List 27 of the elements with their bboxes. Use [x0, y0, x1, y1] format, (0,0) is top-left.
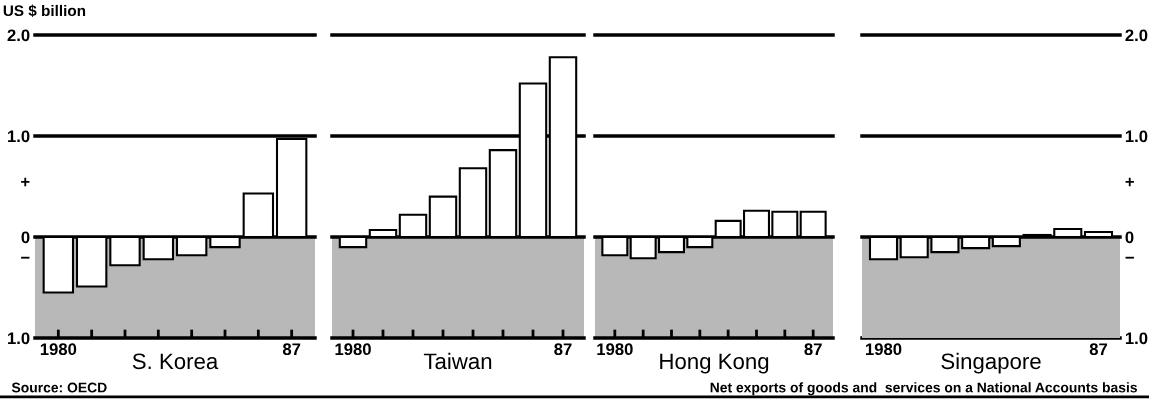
y2-tick-label: −: [1125, 256, 1134, 259]
text: Net exports of goods and services on a National Accounts basis: [710, 382, 1137, 396]
x-tick-label: 87: [282, 343, 301, 356]
x-axis-title: Taiwan: [423, 352, 492, 370]
x-axis-title: Hong Kong: [660, 353, 769, 374]
x-tick-label: 87: [554, 343, 572, 356]
y2-tick-label: 1.0: [1125, 332, 1148, 345]
y-tick-label: 0: [21, 231, 30, 244]
x-tick-label: 1980: [866, 343, 902, 356]
x-tick-label: 87: [1089, 343, 1108, 356]
y2-tick-label: 0: [1125, 231, 1134, 244]
y-tick-label: +: [21, 177, 30, 187]
x-tick-label: 1980: [597, 343, 633, 356]
y-tick-label: −: [21, 256, 30, 259]
y-tick-label: 1.0: [8, 130, 30, 143]
y-tick-label: 1.0: [8, 332, 30, 345]
x-axis-title: S. Korea: [132, 353, 219, 370]
y2-tick-label: 1.0: [1125, 130, 1148, 143]
x-axis-title: Singapore: [941, 352, 1041, 374]
y-tick-label: 2.0: [7, 29, 30, 42]
x-tick-label: 1980: [335, 343, 371, 356]
x-tick-label: 87: [804, 343, 822, 356]
x-tick-label: 1980: [40, 343, 77, 356]
y2-tick-label: 2.0: [1125, 29, 1148, 42]
source-note: Source: OECD: [11, 382, 107, 393]
y-axis-title: US $ billion: [3, 4, 86, 18]
y2-tick-label: +: [1125, 177, 1134, 187]
